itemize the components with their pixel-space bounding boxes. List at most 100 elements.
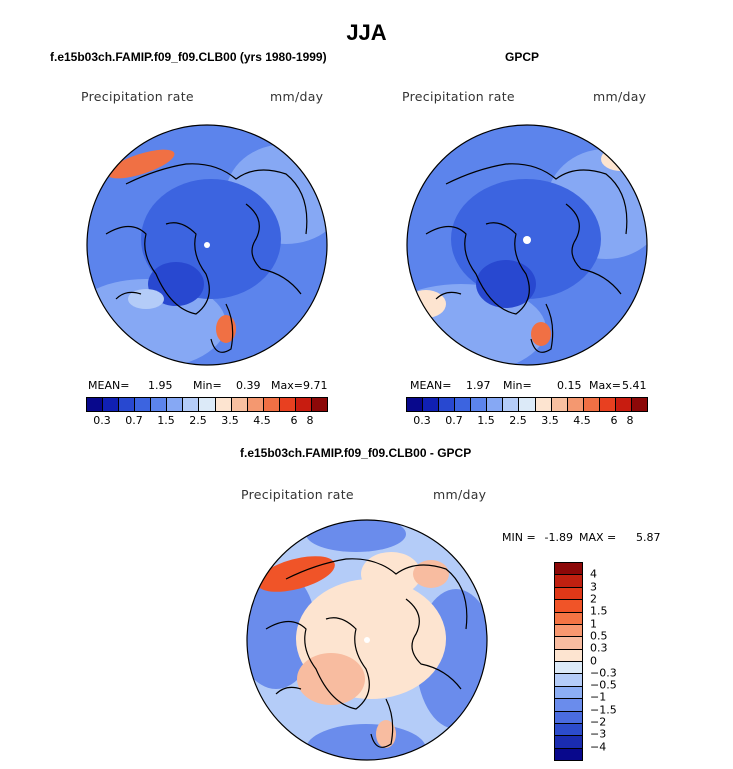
panel2-colorbar-box	[567, 398, 584, 411]
panel2-greenland-low	[476, 260, 536, 308]
panel2-colorbar-tick-label: 2.5	[509, 414, 527, 427]
panel2-colorbar-tick-label: 6	[610, 414, 618, 427]
panel2-pole-marker	[523, 236, 531, 244]
panel2-colorbar-box	[631, 398, 647, 411]
panel2-variable-label: Precipitation rate	[402, 89, 515, 104]
panel1-colorbar-tick-label: 6	[290, 414, 298, 427]
panel1-colorbar-tick-label: 8	[306, 414, 314, 427]
panel1-coastline	[105, 163, 308, 353]
panel2-colorbar-tick-label: 3.5	[541, 414, 559, 427]
diff-colorbar-tick-label: −0.3	[590, 666, 617, 680]
panel2-colorbar-box	[471, 398, 488, 411]
panel1-colorbar-box	[279, 398, 296, 411]
diff-greenland-pos	[297, 653, 365, 705]
diff-colorbar-tick-label: −1.5	[590, 703, 617, 717]
diff-colorbar-box	[555, 686, 582, 700]
diff-max-value: 5.87	[636, 531, 661, 544]
diff-max-label: MAX =	[579, 531, 617, 544]
panel1-colorbar-box	[247, 398, 264, 411]
panel2-colorbar-tick-label: 8	[626, 414, 634, 427]
diff-colorbar-tick-label: −3	[590, 727, 607, 741]
diff-min-value: -1.89	[544, 531, 573, 544]
diff-polar-map	[246, 519, 488, 761]
diff-blue-region-3	[306, 724, 426, 760]
panel1-colorbar-tick-label: 4.5	[253, 414, 271, 427]
diff-coastline	[265, 558, 468, 748]
panel2-colorbar-box	[535, 398, 552, 411]
panel2-mean-value: 1.97	[466, 379, 491, 392]
panel1-colorbar-tick-label: 3.5	[221, 414, 239, 427]
panel1-colorbar-box	[183, 398, 200, 411]
panel1-colorbar-box	[311, 398, 327, 411]
diff-pole-marker	[364, 637, 370, 643]
panel1-colorbar-box	[215, 398, 232, 411]
panel2-colorbar-ticks: 0.3 0.7 1.5 2.5 3.5 4.5 6 8	[406, 414, 648, 428]
panel2-dry-patch-2	[601, 147, 641, 171]
panel1-colorbar-box	[103, 398, 120, 411]
panel1-max-label: Max=	[271, 379, 303, 392]
panel1-wet-pacific	[107, 149, 175, 179]
diff-colorbar-box	[555, 612, 582, 625]
panel1-wet-india	[216, 315, 236, 343]
panel2-colorbar-box	[503, 398, 520, 411]
panel2-colorbar-tick-label: 1.5	[477, 414, 495, 427]
panel1-colorbar	[86, 397, 328, 412]
panel2-colorbar-box	[551, 398, 568, 411]
panel2-colorbar-box	[599, 398, 616, 411]
panel1-colorbar-ticks: 0.3 0.7 1.5 2.5 3.5 4.5 6 8	[86, 414, 328, 428]
diff-title: f.e15b03ch.FAMIP.f09_f09.CLB00 - GPCP	[240, 446, 472, 460]
panel1-variable-label: Precipitation rate	[81, 89, 194, 104]
panel2-min-label: Min=	[503, 379, 532, 392]
diff-colorbar-box	[555, 563, 582, 576]
panel1-colorbar-box	[263, 398, 280, 411]
diff-colorbar-tick-label: −4	[590, 740, 607, 754]
diff-colorbar-box	[555, 711, 582, 724]
diff-colorbar-tick-label: −0.5	[590, 678, 617, 692]
panel2-coastline	[425, 163, 628, 353]
panel1-colorbar-tick-label: 1.5	[157, 414, 175, 427]
panel1-colorbar-tick-label: 2.5	[189, 414, 207, 427]
diff-colorbar-box	[555, 748, 582, 760]
diff-wet-asia	[413, 560, 449, 588]
panel2-units-label: mm/day	[593, 89, 647, 104]
panel1-units-label: mm/day	[270, 89, 324, 104]
diff-colorbar-tick-label: 1	[590, 617, 597, 631]
panel2-colorbar-tick-label: 4.5	[573, 414, 591, 427]
panel2-colorbar-box	[455, 398, 472, 411]
diff-blue-region-1	[247, 569, 316, 689]
panel2-wet-india	[531, 322, 551, 346]
panel1-min-label: Min=	[193, 379, 222, 392]
panel2-dry-patch	[407, 290, 446, 318]
panel2-min-value: 0.15	[557, 379, 582, 392]
panel2-colorbar-box	[519, 398, 536, 411]
panel1-mean-label: MEAN=	[88, 379, 130, 392]
panel1-colorbar-box	[167, 398, 184, 411]
diff-colorbar-tick-label: 0	[590, 654, 597, 667]
panel2-colorbar-box	[407, 398, 424, 411]
panel1-pole-marker	[204, 242, 210, 248]
diff-colorbar-tick-label: 0.5	[590, 629, 608, 643]
diff-colorbar-box	[555, 624, 582, 638]
panel1-min-value: 0.39	[236, 379, 261, 392]
diff-colorbar-box	[555, 600, 582, 613]
panel1-map-border	[86, 124, 328, 366]
diff-colorbar-box	[555, 674, 582, 687]
panel1-colorbar-box	[295, 398, 312, 411]
panel2-colorbar-box	[439, 398, 456, 411]
panel1-colorbar-tick-label: 0.7	[125, 414, 143, 427]
diff-colorbar-box	[555, 575, 582, 588]
diff-colorbar-tick-label: −2	[590, 715, 607, 729]
panel1-dry-patch	[128, 289, 164, 309]
panel1-colorbar-box	[135, 398, 152, 411]
diff-colorbar-box	[555, 699, 582, 712]
panel2-colorbar-tick-label: 0.7	[445, 414, 463, 427]
diff-variable-label: Precipitation rate	[241, 487, 354, 502]
diff-colorbar-tick-label: 1.5	[590, 604, 608, 618]
diff-min-label: MIN =	[502, 531, 536, 544]
diff-units-label: mm/day	[433, 487, 487, 502]
panel1-title: f.e15b03ch.FAMIP.f09_f09.CLB00 (yrs 1980…	[50, 50, 327, 64]
diff-colorbar-tick-label: 2	[590, 592, 597, 606]
diff-colorbar	[554, 562, 583, 761]
diff-colorbar-box	[555, 587, 582, 601]
panel2-colorbar-box	[583, 398, 600, 411]
